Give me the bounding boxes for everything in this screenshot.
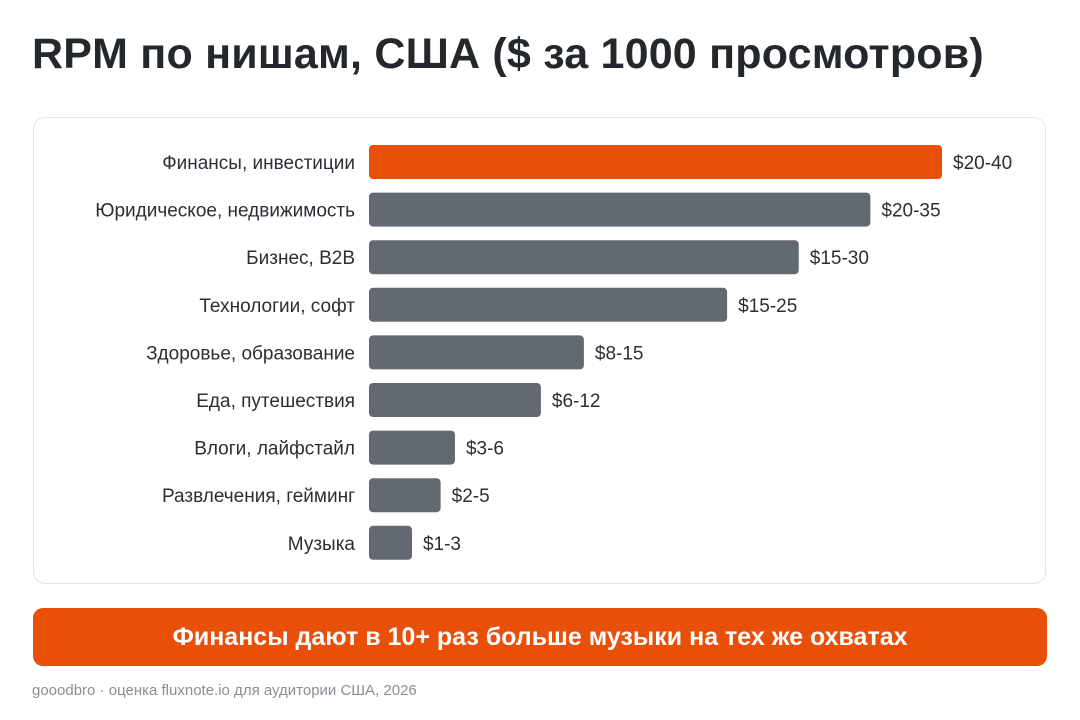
bar [369, 145, 942, 179]
chart-panel: Финансы, инвестиции $20-40 Юридическое, не… [33, 117, 1046, 584]
category-label: Технологии, софт [199, 296, 355, 317]
bar [369, 287, 728, 322]
summary-banner: Финансы дают в 10+ раз больше музыки на … [33, 608, 1047, 666]
category-label: Музыка [288, 534, 356, 555]
value-label: $8-15 [595, 343, 644, 364]
page-title: RPM по нишам, США ($ за 1000 просмотров) [32, 30, 984, 78]
value-label: $1-3 [423, 534, 461, 555]
bar [369, 192, 871, 227]
bar [369, 525, 412, 560]
summary-banner-text: Финансы дают в 10+ раз больше музыки на … [172, 622, 908, 651]
bar [369, 335, 584, 370]
category-label: Финансы, инвестиции [162, 153, 355, 174]
value-label: $3-6 [466, 439, 504, 460]
value-label: $20-40 [953, 153, 1012, 174]
bar [369, 240, 799, 275]
category-label: Развлечения, гейминг [162, 486, 355, 507]
source-footer: gooodbro · оценка fluxnote.io для аудито… [32, 682, 417, 699]
bar [369, 478, 441, 513]
value-label: $15-30 [810, 248, 869, 269]
bar [369, 430, 455, 465]
value-label: $15-25 [738, 296, 797, 317]
value-label: $2-5 [452, 486, 490, 507]
value-label: $6-12 [552, 391, 601, 412]
category-label: Здоровье, образование [146, 343, 355, 364]
category-label: Влоги, лайфстайл [194, 439, 355, 460]
bar [369, 383, 541, 417]
category-label: Бизнес, B2B [246, 248, 355, 269]
category-label: Еда, путешествия [196, 391, 355, 412]
category-label: Юридическое, недвижимость [95, 201, 355, 222]
bar-chart: Финансы, инвестиции $20-40 Юридическое, не… [95, 145, 1012, 560]
value-label: $20-35 [881, 201, 940, 222]
